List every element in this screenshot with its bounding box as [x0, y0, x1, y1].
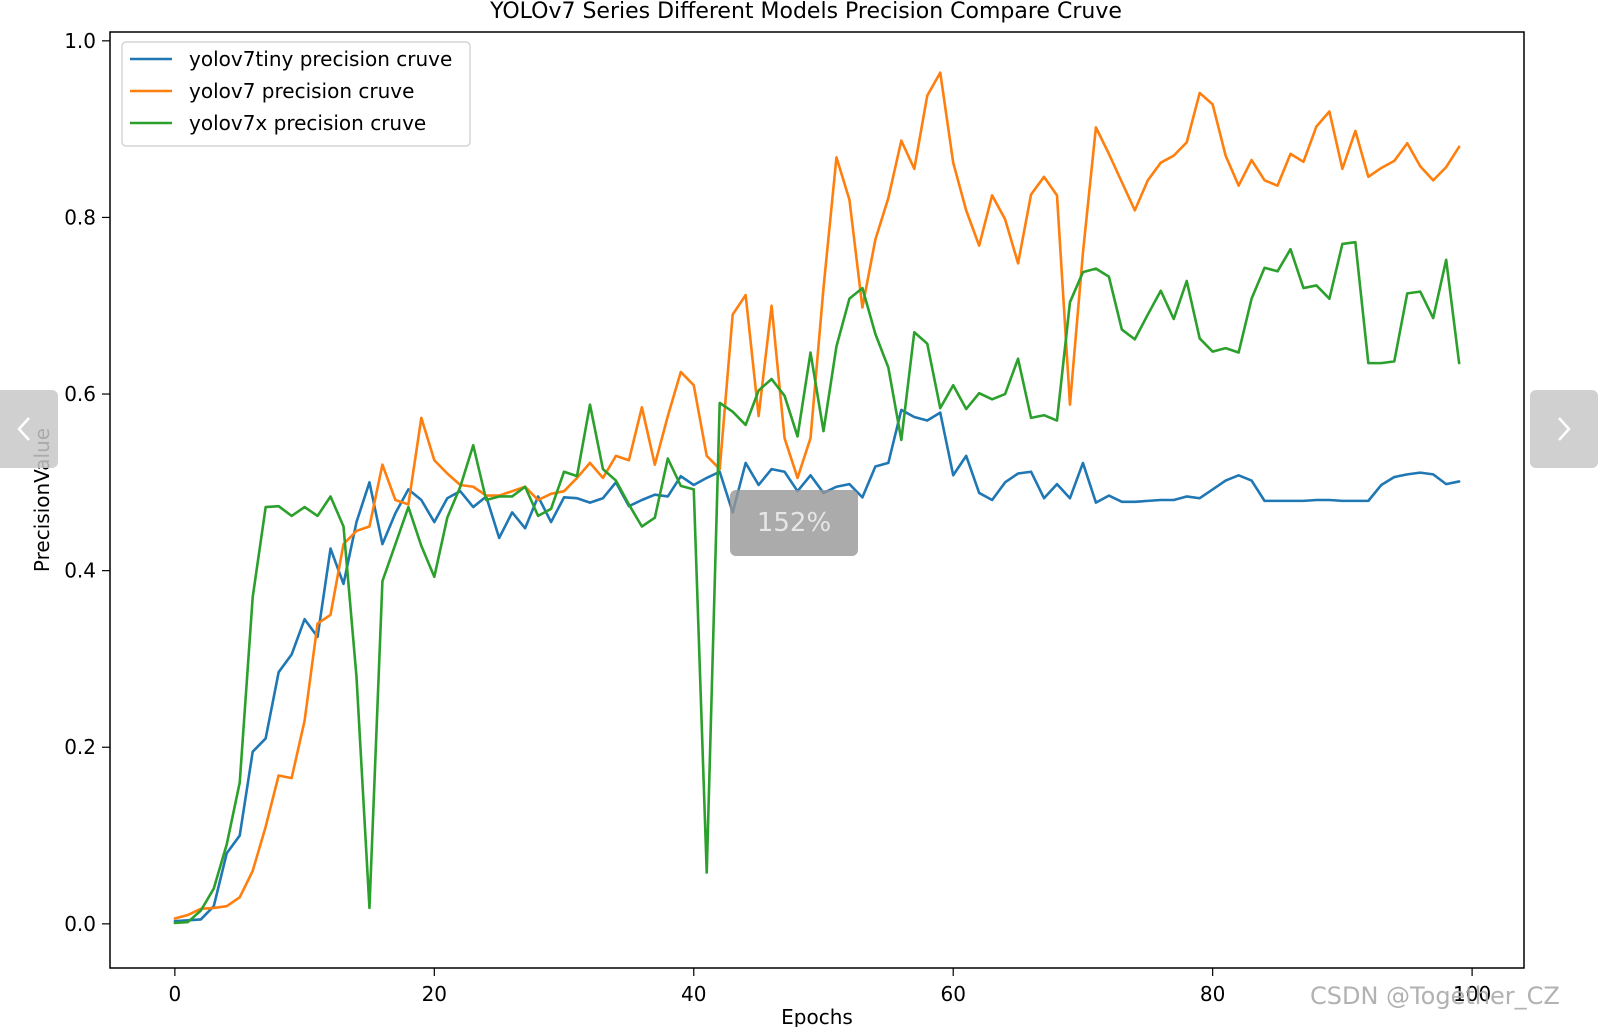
legend-box [121, 41, 471, 147]
y-tick-label: 1.0 [64, 29, 96, 53]
series-lines [173, 71, 1461, 925]
y-tick-label: 0.4 [64, 559, 96, 583]
x-tick-label: 60 [940, 982, 965, 1006]
y-tick-label: 0.0 [64, 912, 96, 936]
y-axis: 0.0 0.2 0.4 0.6 0.8 1.0 [64, 29, 110, 936]
chevron-left-icon [17, 417, 30, 441]
zoom-level-badge: 152% [730, 490, 858, 556]
x-axis-label: Epochs [781, 1005, 853, 1027]
chart-title: YOLOv7 Series Different Models Precision… [489, 0, 1122, 24]
x-axis: 0 20 40 60 80 100 [168, 968, 1491, 1006]
y-tick-label: 0.2 [64, 735, 96, 759]
legend-label-1: yolov7 precision cruve [189, 79, 414, 103]
series-line-1 [173, 71, 1461, 920]
legend: yolov7tiny precision cruve yolov7 precisi… [121, 41, 471, 147]
chevron-right-icon [1558, 417, 1571, 441]
previous-image-button[interactable] [0, 390, 58, 468]
y-tick-label: 0.8 [64, 205, 96, 229]
legend-label-0: yolov7tiny precision cruve [189, 47, 452, 71]
x-tick-label: 100 [1453, 982, 1491, 1006]
series-line-2 [173, 240, 1461, 925]
plot-area-frame [109, 31, 1525, 969]
watermark-text: CSDN @Together_CZ [1310, 982, 1560, 1010]
next-image-button[interactable] [1530, 390, 1598, 468]
x-tick-label: 0 [168, 982, 181, 1006]
legend-label-2: yolov7x precision cruve [189, 111, 426, 135]
x-tick-label: 40 [681, 982, 706, 1006]
x-tick-label: 20 [422, 982, 447, 1006]
y-tick-label: 0.6 [64, 382, 96, 406]
x-tick-label: 80 [1200, 982, 1225, 1006]
series-line-0 [173, 408, 1461, 923]
